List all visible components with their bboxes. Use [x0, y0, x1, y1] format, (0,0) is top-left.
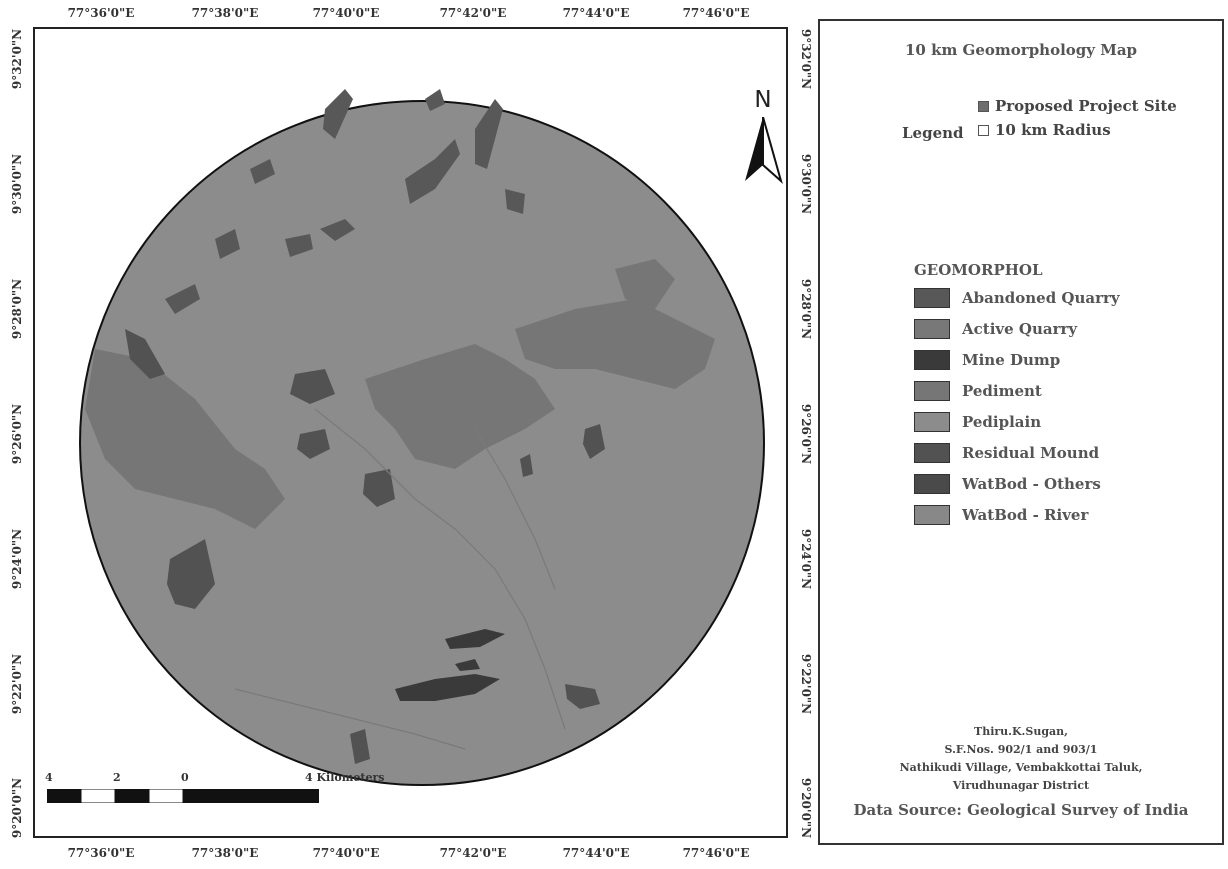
scale-label-0: 0 [181, 771, 189, 784]
geo-swatch [914, 381, 950, 401]
geo-item-label: Abandoned Quarry [962, 289, 1120, 307]
geo-item-active-quarry: Active Quarry [914, 319, 1077, 339]
geo-swatch [914, 319, 950, 339]
geo-item-label: Pediplain [962, 413, 1042, 431]
geo-swatch [914, 474, 950, 494]
address-line: S.F.Nos. 902/1 and 903/1 [944, 743, 1098, 756]
legend-item-label: 10 km Radius [995, 121, 1111, 139]
map-canvas [79, 89, 765, 786]
geo-swatch [914, 412, 950, 432]
legend-item-radius: 10 km Radius [978, 121, 1111, 139]
address-line: Nathikudi Village, Vembakkottai Taluk, [899, 761, 1143, 774]
scale-label-2: 2 [113, 771, 121, 784]
scale-label-km: 4 Kilometers [305, 771, 385, 784]
lat-right-4: 9°26'0"N [799, 403, 813, 465]
scale-label-4: 4 [45, 771, 53, 784]
legend-item-label: Proposed Project Site [995, 97, 1177, 115]
geo-item-label: Mine Dump [962, 351, 1061, 369]
geo-item-watbod-others: WatBod - Others [914, 474, 1101, 494]
lat-right-3: 9°28'0"N [799, 278, 813, 340]
river-lines [234, 408, 566, 750]
lon-bottom-2: 77°38'0"E [191, 846, 259, 860]
lat-right-2: 9°30'0"N [799, 153, 813, 215]
mine-dump-patches [395, 629, 505, 701]
geo-item-pediplain: Pediplain [914, 412, 1041, 432]
project-address: Thiru.K.Sugan, S.F.Nos. 902/1 and 903/1 … [820, 723, 1222, 795]
quarry-patches [165, 89, 525, 314]
lon-top-6: 77°46'0"E [682, 6, 750, 20]
legend-swatch-radius [978, 124, 989, 136]
lat-left-4: 9°26'0"N [10, 403, 24, 465]
north-label: N [754, 87, 772, 113]
geo-item-label: WatBod - River [962, 506, 1089, 524]
lat-left-2: 9°30'0"N [10, 153, 24, 215]
lon-bottom-3: 77°40'0"E [312, 846, 380, 860]
lat-left-6: 9°22'0"N [10, 653, 24, 715]
lat-right-1: 9°32'0"N [799, 28, 813, 90]
geo-item-label: Residual Mound [962, 444, 1100, 462]
geo-item-label: WatBod - Others [962, 475, 1101, 493]
lat-right-6: 9°22'0"N [799, 653, 813, 715]
lon-bottom-4: 77°42'0"E [439, 846, 507, 860]
data-source: Data Source: Geological Survey of India [853, 801, 1189, 819]
geo-item-abandoned-quarry: Abandoned Quarry [914, 288, 1120, 308]
lon-bottom-5: 77°44'0"E [562, 846, 630, 860]
geo-item-label: Active Quarry [962, 320, 1078, 338]
lat-right-5: 9°24'0"N [799, 528, 813, 590]
lon-top-1: 77°36'0"E [67, 6, 135, 20]
geo-item-pediment: Pediment [914, 381, 1042, 401]
map-frame: N 4 2 0 4 Kilometers [33, 27, 788, 838]
lon-top-3: 77°40'0"E [312, 6, 380, 20]
pediment-patches [85, 259, 715, 529]
lat-right-7: 9°20'0"N [799, 777, 813, 839]
geo-item-watbod-river: WatBod - River [914, 505, 1088, 525]
lon-top-4: 77°42'0"E [439, 6, 507, 20]
legend-label: Legend [902, 124, 964, 142]
geo-item-label: Pediment [962, 382, 1042, 400]
geo-swatch [914, 443, 950, 463]
address-line: Thiru.K.Sugan, [974, 725, 1068, 738]
geo-swatch [914, 505, 950, 525]
geo-item-mine-dump: Mine Dump [914, 350, 1060, 370]
lon-bottom-1: 77°36'0"E [67, 846, 135, 860]
scale-bar [47, 789, 319, 803]
map-title: 10 km Geomorphology Map [904, 41, 1138, 59]
geo-item-residual-mound: Residual Mound [914, 443, 1099, 463]
legend-panel: 10 km Geomorphology Map Legend Proposed … [818, 19, 1224, 845]
lat-left-3: 9°28'0"N [10, 278, 24, 340]
lon-bottom-6: 77°46'0"E [682, 846, 750, 860]
geo-swatch [914, 288, 950, 308]
address-line: Virudhunagar District [952, 779, 1090, 792]
residual-mound-patches [125, 329, 605, 764]
geomorph-heading: GEOMORPHOL [914, 261, 1043, 279]
legend-swatch-project-site [978, 100, 989, 112]
legend-item-project-site: Proposed Project Site [978, 97, 1177, 115]
lon-top-5: 77°44'0"E [562, 6, 630, 20]
lon-top-2: 77°38'0"E [191, 6, 259, 20]
geo-swatch [914, 350, 950, 370]
lat-left-5: 9°24'0"N [10, 528, 24, 590]
lat-left-7: 9°20'0"N [10, 777, 24, 839]
lat-left-1: 9°32'0"N [10, 28, 24, 90]
north-arrow-icon [745, 117, 783, 185]
